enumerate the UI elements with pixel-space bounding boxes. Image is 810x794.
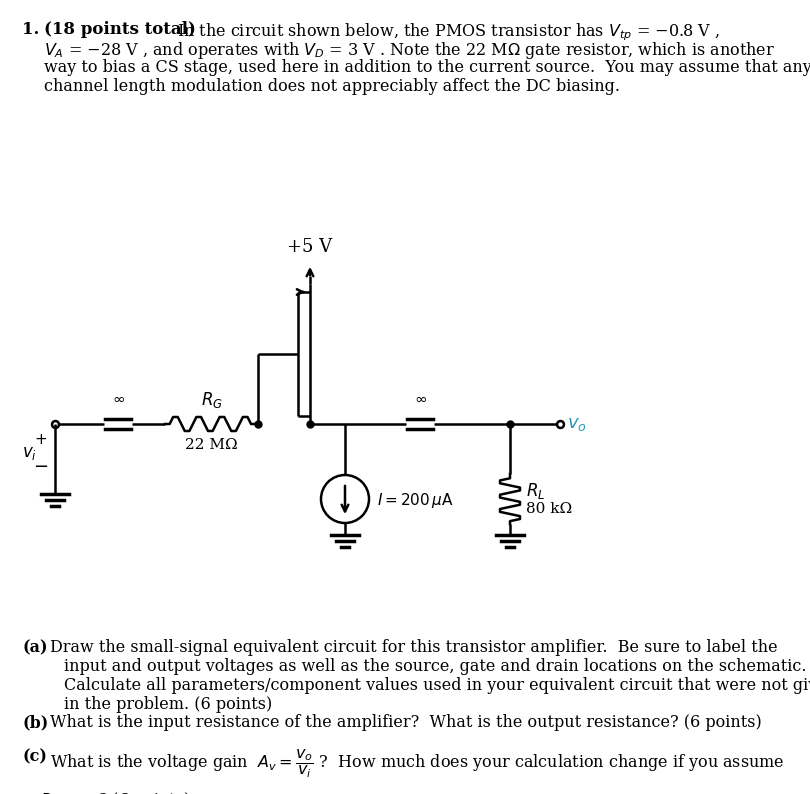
Text: channel length modulation does not appreciably affect the DC biasing.: channel length modulation does not appre… [44,78,620,95]
Text: $v_o$: $v_o$ [567,415,586,433]
Text: +5 V: +5 V [288,238,333,256]
Text: (b): (b) [22,714,49,731]
Text: 1.: 1. [22,21,40,38]
Text: $v_i$: $v_i$ [23,445,37,462]
Text: (a): (a) [22,639,48,656]
Text: Draw the small-signal equivalent circuit for this transistor amplifier.  Be sure: Draw the small-signal equivalent circuit… [50,639,778,656]
Text: +: + [35,432,47,447]
Text: Calculate all parameters/component values used in your equivalent circuit that w: Calculate all parameters/component value… [64,677,810,694]
Text: What is the input resistance of the amplifier?  What is the output resistance? (: What is the input resistance of the ampl… [50,714,761,731]
Text: −: − [33,458,49,476]
Text: In the circuit shown below, the PMOS transistor has $V_{tp}$ = $-$0.8 V ,: In the circuit shown below, the PMOS tra… [177,21,720,43]
Text: 22 MΩ: 22 MΩ [185,438,238,452]
Text: input and output voltages as well as the source, gate and drain locations on the: input and output voltages as well as the… [64,658,807,675]
Text: $R_G \rightarrow \infty$ ? (6 points): $R_G \rightarrow \infty$ ? (6 points) [40,790,190,794]
Text: $\infty$: $\infty$ [413,391,427,406]
Text: way to bias a CS stage, used here in addition to the current source.  You may as: way to bias a CS stage, used here in add… [44,59,810,76]
Text: $R_G$: $R_G$ [201,390,223,410]
Text: $I = 200\,\mu\mathrm{A}$: $I = 200\,\mu\mathrm{A}$ [377,491,454,511]
Text: 80 kΩ: 80 kΩ [526,502,572,516]
Text: (c): (c) [22,748,47,765]
Text: $R_L$: $R_L$ [526,481,545,501]
Text: in the problem. (6 points): in the problem. (6 points) [64,696,272,713]
Text: $V_A$ = $-$28 V , and operates with $V_D$ = 3 V . Note the 22 M$\Omega$ gate res: $V_A$ = $-$28 V , and operates with $V_D… [44,40,775,61]
Text: $\infty$: $\infty$ [112,391,125,406]
Text: (18 points total): (18 points total) [44,21,196,38]
Text: What is the voltage gain  $A_v = \dfrac{v_o}{v_i}$ ?  How much does your calcula: What is the voltage gain $A_v = \dfrac{v… [50,748,785,781]
